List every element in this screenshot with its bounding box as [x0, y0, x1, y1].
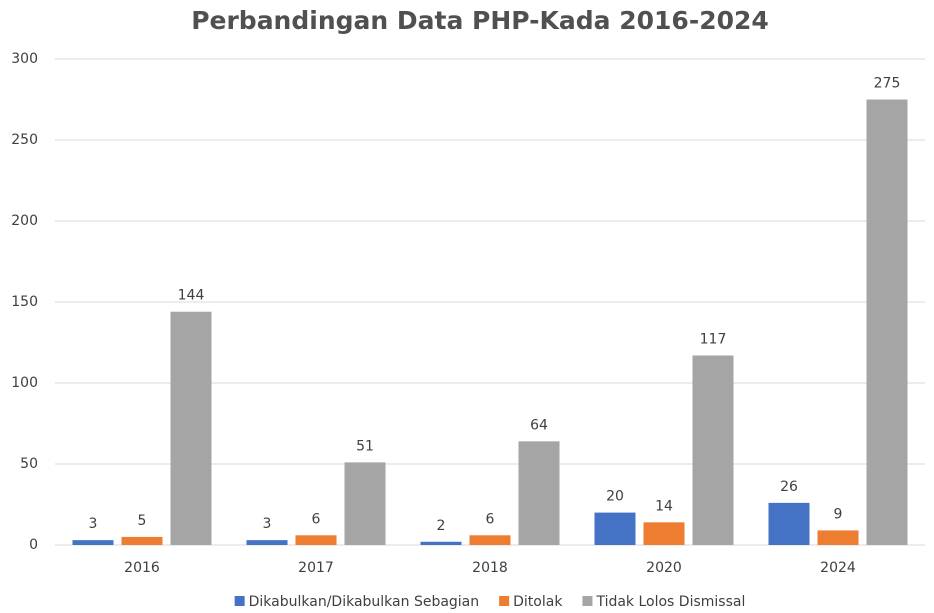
x-tick-label: 2024: [820, 560, 856, 576]
legend-label: Tidak Lolos Dismissal: [595, 594, 745, 610]
bar: [692, 355, 734, 545]
bar: [817, 530, 859, 545]
bar: [643, 522, 685, 545]
chart-title: Perbandingan Data PHP-Kada 2016-2024: [191, 6, 769, 35]
bar: [246, 540, 288, 545]
value-label: 26: [780, 479, 798, 495]
value-label: 117: [700, 331, 727, 347]
x-tick-label: 2017: [298, 560, 334, 576]
x-tick-label: 2018: [472, 560, 508, 576]
legend-swatch: [582, 596, 593, 606]
bar: [344, 462, 386, 545]
value-label: 51: [356, 438, 374, 454]
value-label: 6: [312, 511, 321, 527]
legend-label: Dikabulkan/Dikabulkan Sebagian: [249, 594, 480, 610]
y-tick-label: 150: [11, 294, 38, 310]
value-label: 6: [486, 511, 495, 527]
value-label: 275: [874, 76, 901, 92]
bar: [295, 535, 337, 545]
bar: [170, 311, 212, 545]
bar: [72, 540, 114, 545]
y-tick-label: 0: [29, 537, 38, 553]
y-tick-label: 100: [11, 375, 38, 391]
x-tick-label: 2020: [646, 560, 682, 576]
legend: Dikabulkan/Dikabulkan Sebagian Ditolak Tid…: [234, 594, 745, 610]
value-label: 14: [655, 498, 673, 514]
value-label: 20: [606, 489, 624, 505]
value-label: 64: [530, 417, 548, 433]
bar: [469, 535, 511, 545]
value-label: 3: [89, 516, 98, 532]
value-label: 3: [263, 516, 272, 532]
y-tick-label: 50: [20, 456, 38, 472]
y-tick-label: 250: [11, 132, 38, 148]
bar: [420, 541, 462, 545]
value-label: 5: [138, 513, 147, 529]
bar: [768, 502, 810, 545]
x-tick-label: 2016: [124, 560, 160, 576]
bar: [121, 536, 163, 545]
bar: [866, 99, 908, 545]
legend-swatch: [234, 596, 245, 606]
legend-swatch: [499, 596, 510, 606]
value-label: 144: [178, 288, 205, 304]
value-label: 2: [437, 518, 446, 534]
y-tick-label: 200: [11, 213, 38, 229]
bar: [594, 512, 636, 545]
legend-label: Ditolak: [513, 594, 563, 610]
y-tick-label: 300: [11, 51, 38, 67]
value-label: 9: [834, 506, 843, 522]
bar: [518, 441, 560, 545]
